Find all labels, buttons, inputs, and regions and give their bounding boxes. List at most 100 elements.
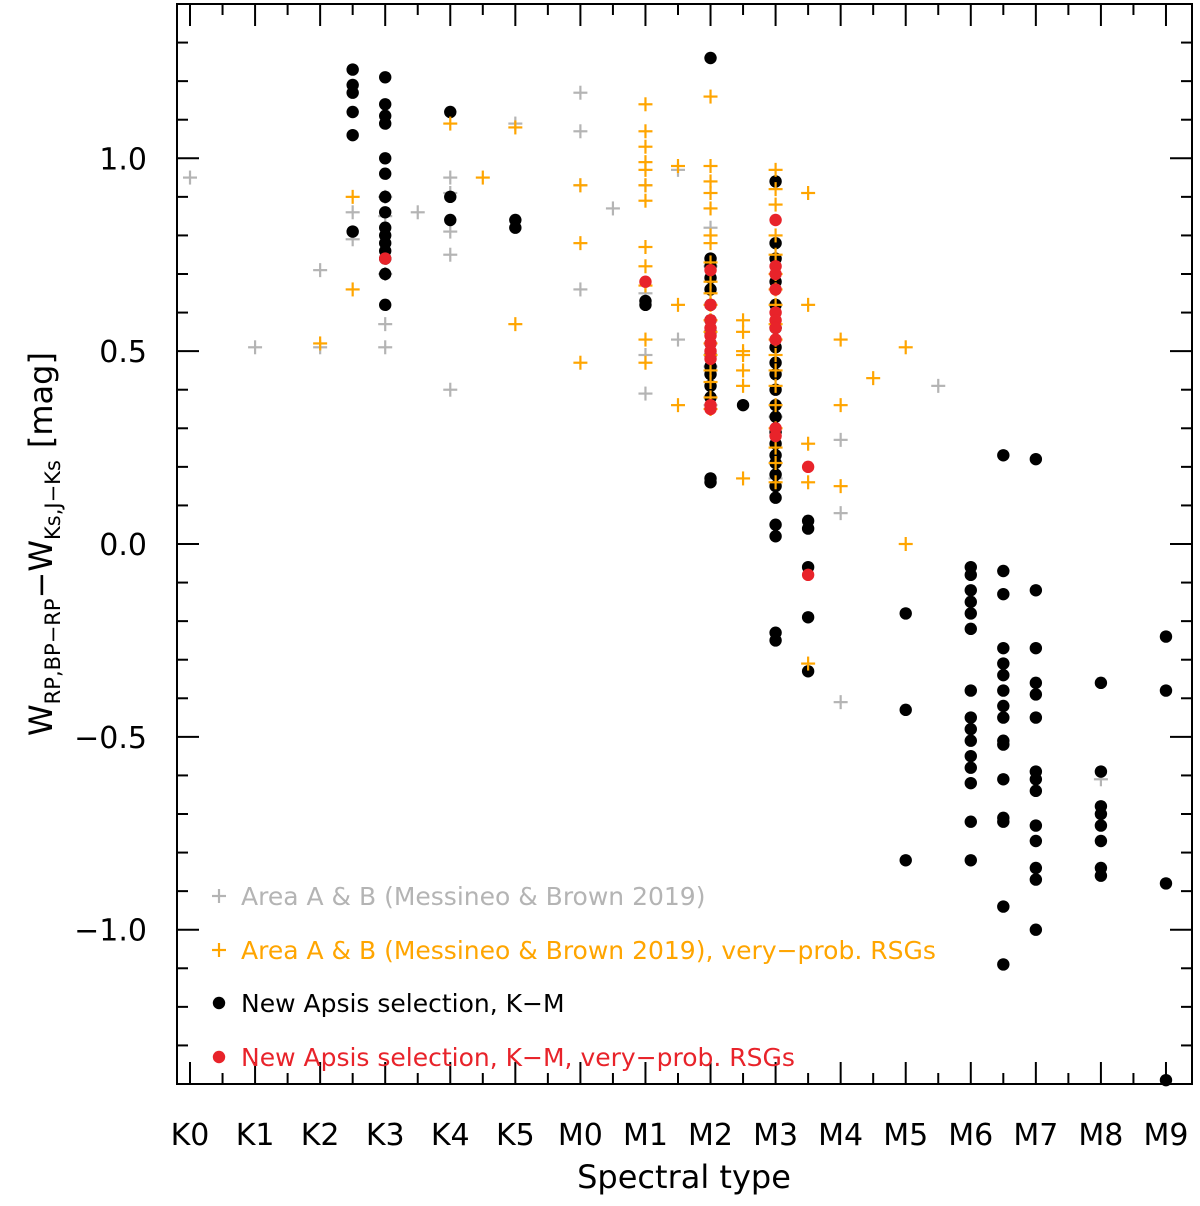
series-4 xyxy=(379,213,815,582)
data-point-plus xyxy=(378,340,393,355)
data-point-dot xyxy=(1094,834,1108,848)
x-tick-labels: K0 K1 K2 K3 K4 K5 M0 M1 M2 M3 M4 M5 M6 M7 M8 M9 xyxy=(171,1118,1189,1153)
data-point-plus xyxy=(573,124,588,139)
data-point-dot xyxy=(964,734,977,747)
data-point-plus xyxy=(833,432,848,447)
legend-symbol-dot xyxy=(212,996,226,1010)
data-point-plus xyxy=(768,228,783,243)
data-point-dot xyxy=(1029,676,1043,690)
data-point-plus xyxy=(638,139,653,154)
legend-symbol-plus xyxy=(212,943,226,957)
data-point-plus xyxy=(866,371,881,386)
x-tick-label: K0 xyxy=(171,1118,210,1153)
data-point-dot xyxy=(1159,684,1173,697)
data-point-dot xyxy=(801,568,815,582)
data-point-dot xyxy=(769,410,782,423)
legend-label: New Apsis selection, K−M xyxy=(241,989,565,1018)
data-point-plus xyxy=(801,436,816,451)
data-point-dot xyxy=(964,722,977,736)
x-tick-label: M5 xyxy=(883,1118,928,1153)
data-point-plus xyxy=(736,378,751,393)
data-point-plus xyxy=(605,201,620,216)
data-point-plus xyxy=(736,471,751,486)
x-tick-label: K3 xyxy=(366,1118,405,1153)
data-point-plus xyxy=(573,282,588,297)
data-point-plus xyxy=(638,162,653,177)
data-point-plus xyxy=(183,170,198,185)
data-point-dot xyxy=(997,668,1010,682)
axis-ticks xyxy=(177,3,1192,1085)
data-point-plus xyxy=(768,378,783,393)
data-point-plus xyxy=(345,189,360,204)
legend-label: Area A & B (Messineo & Brown 2019) xyxy=(241,882,705,911)
data-point-dot xyxy=(1029,641,1043,655)
y-tick-label: −0.5 xyxy=(74,721,147,756)
data-point-dot xyxy=(346,105,359,119)
data-point-dot xyxy=(444,190,457,204)
data-point-dot xyxy=(964,568,977,582)
data-point-dot xyxy=(769,518,782,531)
data-point-dot xyxy=(769,530,782,543)
data-point-plus xyxy=(345,205,360,220)
data-point-plus xyxy=(703,201,718,216)
y-axis-title-unit: [mag] xyxy=(22,352,60,448)
data-point-dot xyxy=(379,71,392,84)
data-point-dot xyxy=(769,356,782,369)
data-point-plus xyxy=(670,297,685,312)
data-point-plus xyxy=(768,348,783,362)
data-point-plus xyxy=(801,656,816,671)
legend-label: Area A & B (Messineo & Brown 2019), very… xyxy=(241,936,936,965)
y-tick-labels: 1.0 0.5 0.0 −0.5 −1.0 xyxy=(74,142,147,948)
data-point-plus xyxy=(508,317,523,332)
data-point-dot xyxy=(379,298,392,312)
data-point-dot xyxy=(769,236,782,250)
data-point-dot xyxy=(964,854,977,867)
x-tick-label: M3 xyxy=(753,1118,798,1153)
x-tick-label: M8 xyxy=(1078,1118,1123,1153)
data-point-plus xyxy=(378,317,393,332)
data-point-dot xyxy=(964,607,977,620)
data-point-dot xyxy=(1159,1073,1173,1087)
data-point-dot xyxy=(769,468,782,481)
data-point-dot xyxy=(1094,869,1108,882)
data-point-dot xyxy=(1029,923,1043,936)
data-point-dot xyxy=(964,584,977,597)
data-point-plus xyxy=(768,440,783,455)
data-point-dot xyxy=(1029,861,1043,875)
data-point-plus xyxy=(638,240,653,254)
data-point-dot xyxy=(704,298,717,312)
x-axis-title: Spectral type xyxy=(577,1158,791,1196)
data-point-dot xyxy=(704,476,717,489)
data-point-dot xyxy=(1029,452,1043,466)
series-3 xyxy=(346,51,1173,1087)
data-point-dot xyxy=(379,98,392,111)
data-point-dot xyxy=(964,815,977,828)
data-point-dot xyxy=(639,298,652,312)
data-point-plus xyxy=(768,398,783,413)
data-point-dot xyxy=(769,491,782,504)
data-point-plus xyxy=(833,332,848,347)
data-point-dot xyxy=(1029,819,1043,832)
data-point-dot xyxy=(1094,819,1108,832)
data-point-plus xyxy=(703,89,718,104)
data-point-plus xyxy=(703,186,718,200)
data-point-dot xyxy=(444,105,457,119)
data-point-dot xyxy=(899,854,912,867)
x-tick-label: M9 xyxy=(1143,1118,1188,1153)
data-point-dot xyxy=(769,333,782,346)
data-point-plus xyxy=(833,506,848,521)
y-axis-title-minus: −W xyxy=(22,540,60,598)
y-axis-title-sub1: RP,BP−RP xyxy=(41,598,65,704)
series-2 xyxy=(313,89,913,671)
y-tick-label: −1.0 xyxy=(74,914,147,949)
data-point-dot xyxy=(769,267,782,281)
legend-label: New Apsis selection, K−M, very−prob. RSG… xyxy=(241,1043,795,1072)
data-point-plus xyxy=(768,456,783,470)
data-point-dot xyxy=(379,167,392,180)
data-point-dot xyxy=(769,213,782,227)
data-point-dot xyxy=(704,352,717,366)
data-point-dot xyxy=(964,776,977,790)
data-point-dot xyxy=(1029,584,1043,597)
data-point-plus xyxy=(898,537,913,551)
